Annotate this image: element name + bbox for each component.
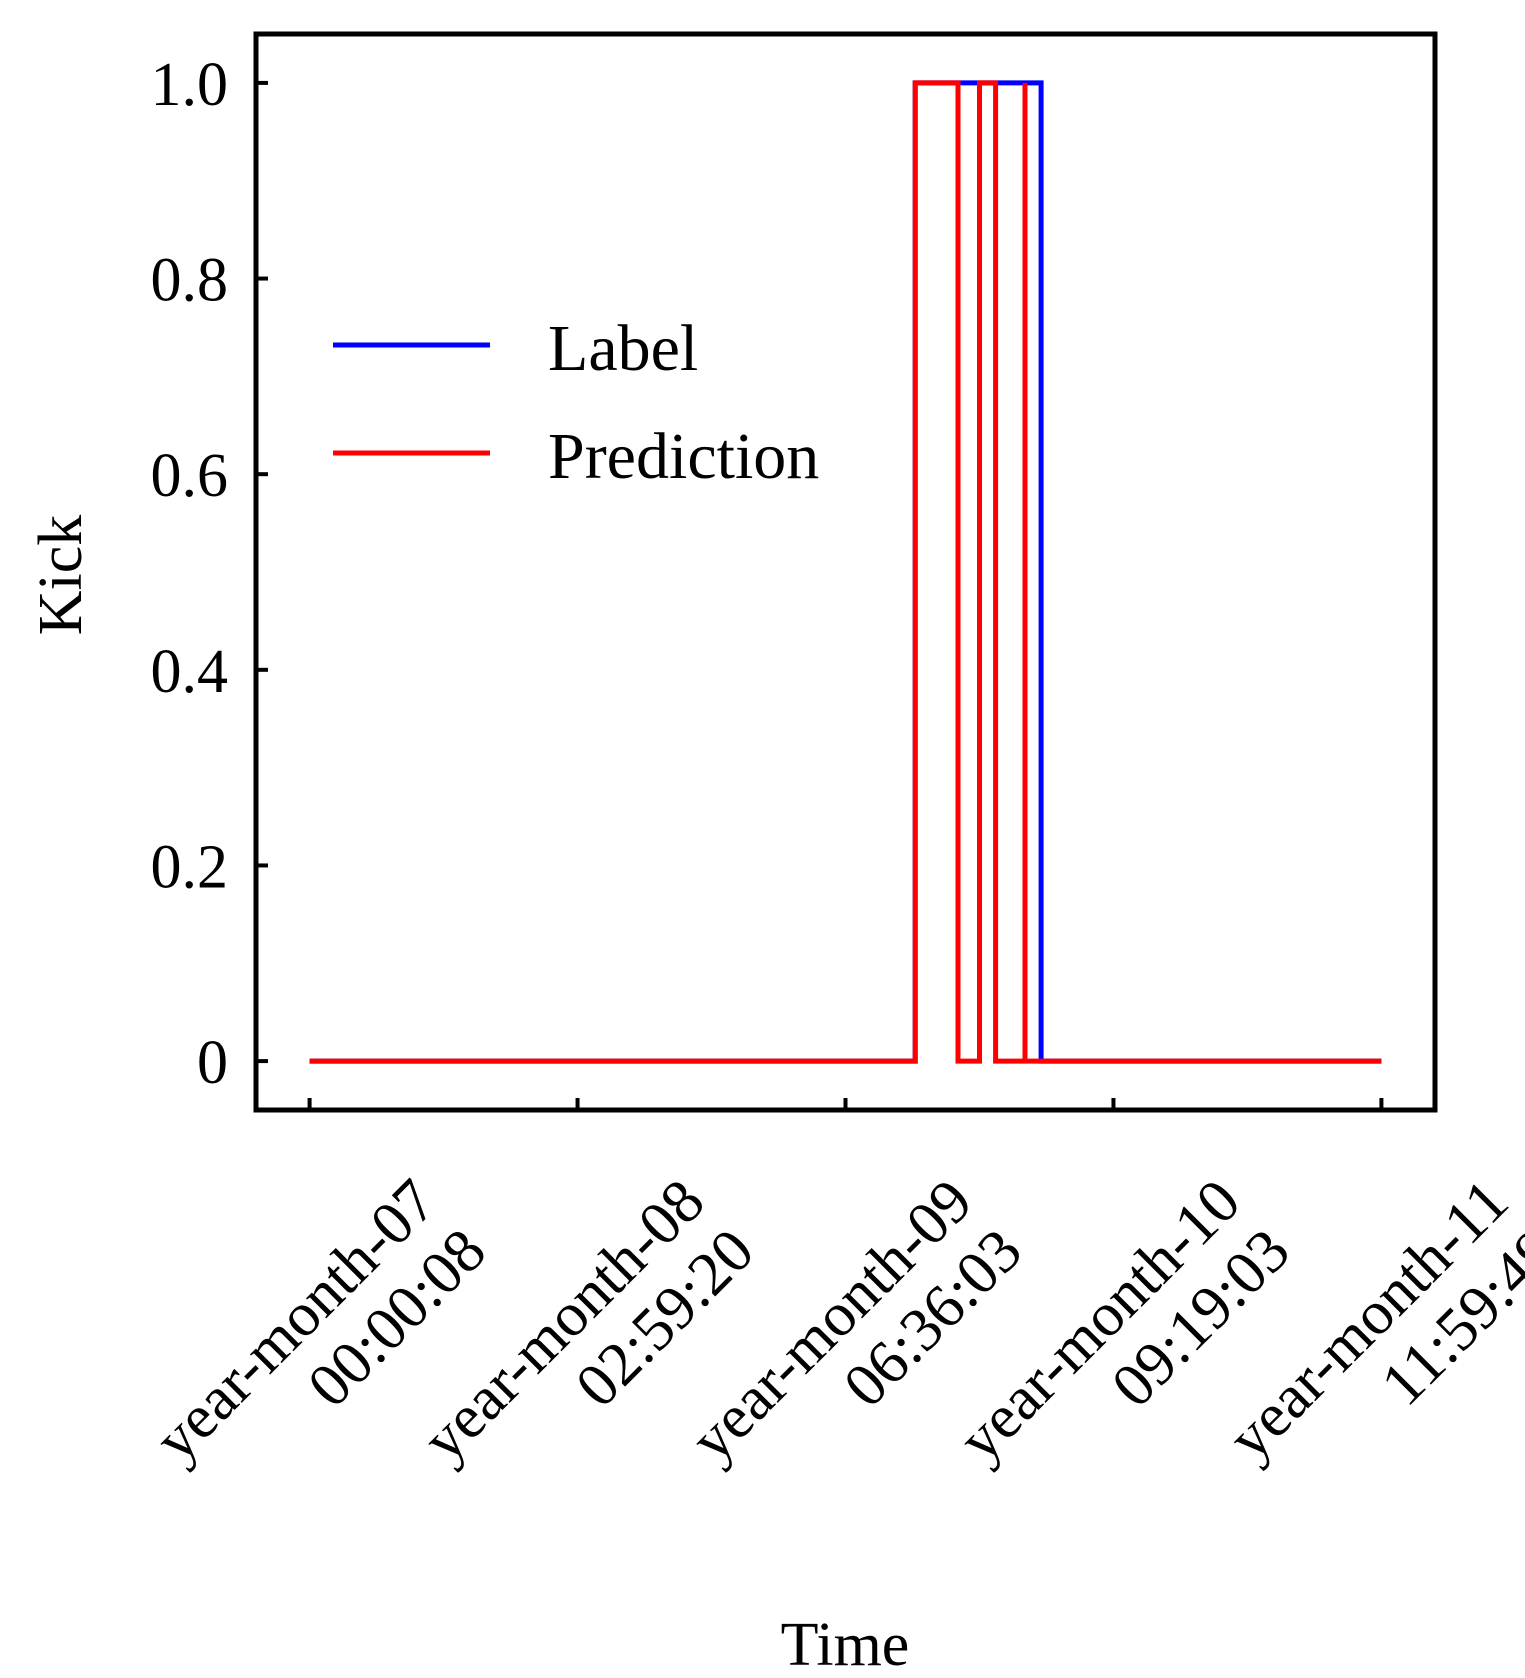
x-tick-label: year-month-0906:36:03 <box>678 1167 1035 1524</box>
y-tick-label: 0.4 <box>151 638 229 706</box>
series-line-prediction <box>309 80 1382 1064</box>
legend: Label Prediction <box>333 312 819 493</box>
x-tick-label: year-month-1009:19:03 <box>946 1167 1303 1524</box>
y-axis-title: Kick <box>27 515 95 636</box>
x-tick-label: year-month-0700:00:08 <box>142 1167 499 1524</box>
series-line-label <box>309 80 1382 1064</box>
series-layer <box>309 80 1382 1064</box>
legend-label-prediction: Prediction <box>548 420 819 493</box>
x-tick-label: year-month-0802:59:20 <box>410 1167 767 1524</box>
plot-frame <box>253 31 1438 1113</box>
y-tick-label: 0.8 <box>151 247 229 315</box>
y-tick-label: 1.0 <box>151 51 229 119</box>
legend-label-label: Label <box>548 312 698 385</box>
y-tick-label: 0 <box>197 1029 228 1097</box>
x-axis-title: Time <box>781 1611 910 1678</box>
y-axis: 0 0.2 0.4 0.6 0.8 1.0 <box>151 51 268 1097</box>
x-tick-label: year-month-1111:59:49 <box>1215 1167 1525 1523</box>
y-tick-label: 0.2 <box>151 833 229 901</box>
y-tick-label: 0.6 <box>151 442 229 510</box>
x-axis: year-month-0700:00:08year-month-0802:59:… <box>142 1098 1525 1524</box>
